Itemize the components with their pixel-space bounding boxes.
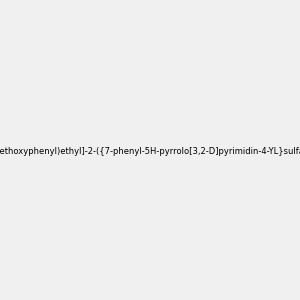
Text: N-[2-(3,4-Dimethoxyphenyl)ethyl]-2-({7-phenyl-5H-pyrrolo[3,2-D]pyrimidin-4-YL}su: N-[2-(3,4-Dimethoxyphenyl)ethyl]-2-({7-p…: [0, 147, 300, 156]
